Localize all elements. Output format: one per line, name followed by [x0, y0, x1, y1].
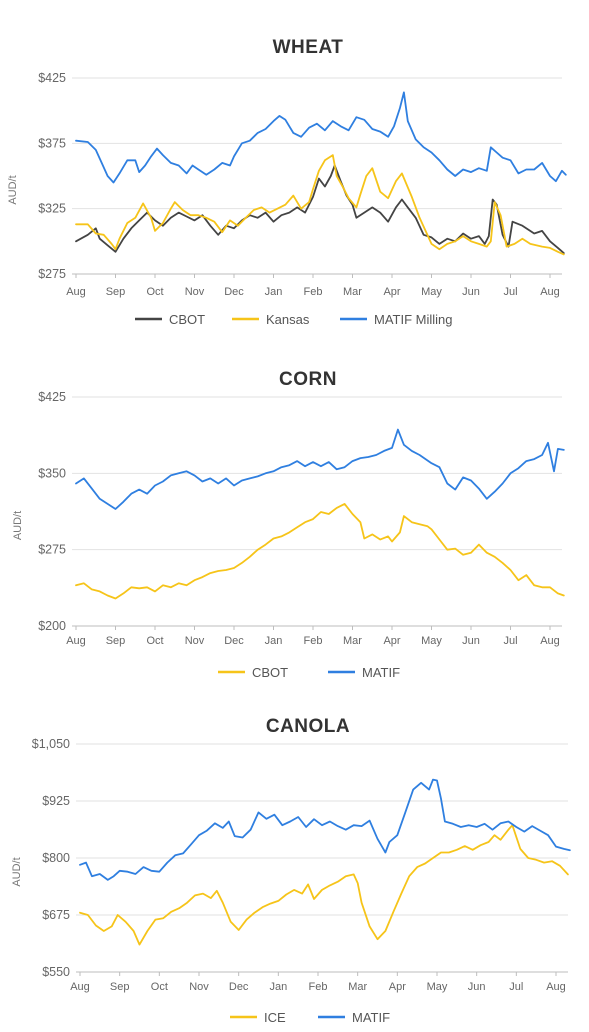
wheat-y-tick-label: $325	[38, 202, 66, 216]
corn-y-tick-label: $275	[38, 543, 66, 557]
canola-y-tick-label: $675	[42, 908, 70, 922]
wheat-y-axis-label: AUD/t	[7, 175, 19, 204]
corn-x-tick-label: Apr	[383, 635, 400, 647]
canola-x-tick-label: May	[427, 981, 448, 993]
corn-x-tick-label: Jul	[503, 635, 517, 647]
canola-x-tick-label: Oct	[151, 981, 168, 993]
corn-x-tick-label: Dec	[224, 635, 244, 647]
canola-x-tick-label: Mar	[348, 981, 367, 993]
canola-legend-label: ICE	[264, 1010, 286, 1025]
corn-x-tick-label: Jan	[265, 635, 283, 647]
wheat-x-tick-label: Dec	[224, 286, 244, 298]
corn-legend: CBOT MATIF	[218, 665, 400, 680]
canola-x-tick-label: Apr	[389, 981, 406, 993]
canola-x-tick-label: Aug	[546, 981, 566, 993]
wheat-x-tick-label: Feb	[304, 286, 323, 298]
canola-x-tick-label: Aug	[70, 981, 90, 993]
corn-x-tick-label: Sep	[106, 635, 126, 647]
corn-x-tick-label: Aug	[540, 635, 560, 647]
corn-legend-label: MATIF	[362, 665, 400, 680]
wheat-legend-label: MATIF Milling	[374, 312, 452, 327]
canola-series-ice-line	[79, 824, 569, 946]
corn-y-tick-label: $350	[38, 466, 66, 480]
wheat-x-tick-label: Jan	[265, 286, 283, 298]
wheat-x-tick-label: Nov	[185, 286, 205, 298]
wheat-y-tick-label: $275	[38, 267, 66, 281]
wheat-x-tick-label: Jun	[462, 286, 480, 298]
corn-x-tick-label: Mar	[343, 635, 362, 647]
corn-x-tick-label: Jun	[462, 635, 480, 647]
canola-legend: ICE MATIF	[230, 1010, 390, 1025]
canola-x-tick-label: Jan	[269, 981, 287, 993]
wheat-chart: WHEAT $275 $325 $375 $425 AUD/t Aug Sep Oct Nov De…	[7, 37, 567, 327]
wheat-chart-title: WHEAT	[273, 37, 344, 58]
wheat-x-tick-label: Jul	[503, 286, 517, 298]
wheat-series-cbot-line	[75, 164, 565, 254]
wheat-series-kansas-line	[75, 154, 565, 256]
corn-chart: CORN $200 $275 $350 $425 AUD/t Aug Sep Oct Nov Dec…	[12, 369, 565, 680]
canola-legend-label: MATIF	[352, 1010, 390, 1025]
wheat-legend: CBOT Kansas MATIF Milling	[135, 312, 452, 327]
canola-x-tick-label: Jun	[468, 981, 486, 993]
corn-y-tick-label: $200	[38, 619, 66, 633]
corn-x-tick-label: Feb	[304, 635, 323, 647]
wheat-x-tick-label: Oct	[146, 286, 163, 298]
canola-x-tick-label: Dec	[229, 981, 249, 993]
canola-x-tick-label: Feb	[309, 981, 328, 993]
wheat-x-tick-label: Aug	[540, 286, 560, 298]
corn-chart-title: CORN	[279, 369, 337, 390]
canola-chart-title: CANOLA	[266, 716, 350, 737]
canola-chart: CANOLA $550 $675 $800 $925 $1,050 AUD/t Aug Sep O…	[11, 716, 571, 1025]
canola-y-axis-label: AUD/t	[11, 857, 23, 886]
canola-y-tick-label: $925	[42, 794, 70, 808]
corn-y-tick-label: $425	[38, 390, 66, 404]
wheat-legend-label: CBOT	[169, 312, 205, 327]
wheat-x-tick-label: Apr	[383, 286, 400, 298]
corn-series-cbot-line	[75, 503, 565, 600]
corn-x-tick-label: May	[421, 635, 442, 647]
corn-series-matif-line	[75, 428, 565, 510]
wheat-y-tick-label: $375	[38, 136, 66, 150]
canola-x-tick-label: Jul	[509, 981, 523, 993]
wheat-x-tick-label: Sep	[106, 286, 126, 298]
canola-x-tick-label: Sep	[110, 981, 130, 993]
canola-y-tick-label: $1,050	[32, 737, 70, 751]
wheat-y-tick-label: $425	[38, 71, 66, 85]
corn-x-tick-label: Aug	[66, 635, 86, 647]
canola-y-tick-label: $550	[42, 965, 70, 979]
corn-y-axis-label: AUD/t	[12, 511, 24, 540]
canola-y-tick-label: $800	[42, 851, 70, 865]
corn-legend-label: CBOT	[252, 665, 288, 680]
corn-x-tick-label: Oct	[146, 635, 163, 647]
canola-x-tick-label: Nov	[189, 981, 209, 993]
wheat-x-tick-label: Aug	[66, 286, 86, 298]
corn-x-tick-label: Nov	[185, 635, 205, 647]
canola-series-matif-line	[79, 778, 571, 881]
wheat-x-tick-label: Mar	[343, 286, 362, 298]
wheat-series-matif-milling-line	[75, 91, 567, 184]
wheat-x-tick-label: May	[421, 286, 442, 298]
wheat-legend-label: Kansas	[266, 312, 310, 327]
